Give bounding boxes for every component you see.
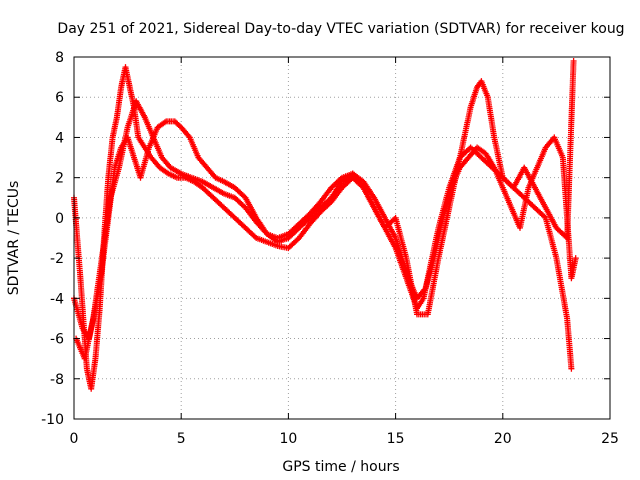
plot-area (71, 58, 579, 392)
x-tick-label: 10 (279, 431, 297, 447)
x-tick-label: 20 (494, 431, 512, 447)
series-trace-c (73, 98, 579, 362)
y-tick-label: -10 (41, 412, 64, 428)
y-tick-label: 4 (55, 130, 64, 146)
x-tick-label: 15 (387, 431, 405, 447)
data-point (568, 365, 575, 372)
y-tick-label: -4 (50, 291, 64, 307)
axes: 0 5 10 15 20 25 -10 -8 -6 -4 -2 0 2 4 6 8 (41, 50, 619, 447)
y-tick-label: 6 (55, 90, 64, 106)
data-point (251, 233, 258, 240)
series-trace-b (71, 58, 577, 342)
data-point (570, 58, 577, 64)
chart-title: Day 251 of 2021, Sidereal Day-to-day VTE… (57, 21, 624, 37)
series-trace-a (71, 64, 575, 392)
y-tick-label: -8 (50, 372, 64, 388)
plot-frame (73, 56, 611, 420)
data-point (572, 255, 579, 262)
x-tick-label: 0 (70, 431, 79, 447)
y-axis-label: SDTVAR / TECUs (6, 181, 22, 296)
x-tick-label: 25 (601, 431, 619, 447)
y-tick-label: 2 (55, 171, 64, 187)
x-axis-label: GPS time / hours (282, 459, 399, 475)
gridlines (74, 57, 610, 419)
y-tick-label: 8 (55, 50, 64, 66)
x-tick-label: 5 (177, 431, 186, 447)
y-tick-label: -2 (50, 251, 64, 267)
y-tick-label: 0 (55, 211, 64, 227)
y-tick-label: -6 (50, 332, 64, 348)
